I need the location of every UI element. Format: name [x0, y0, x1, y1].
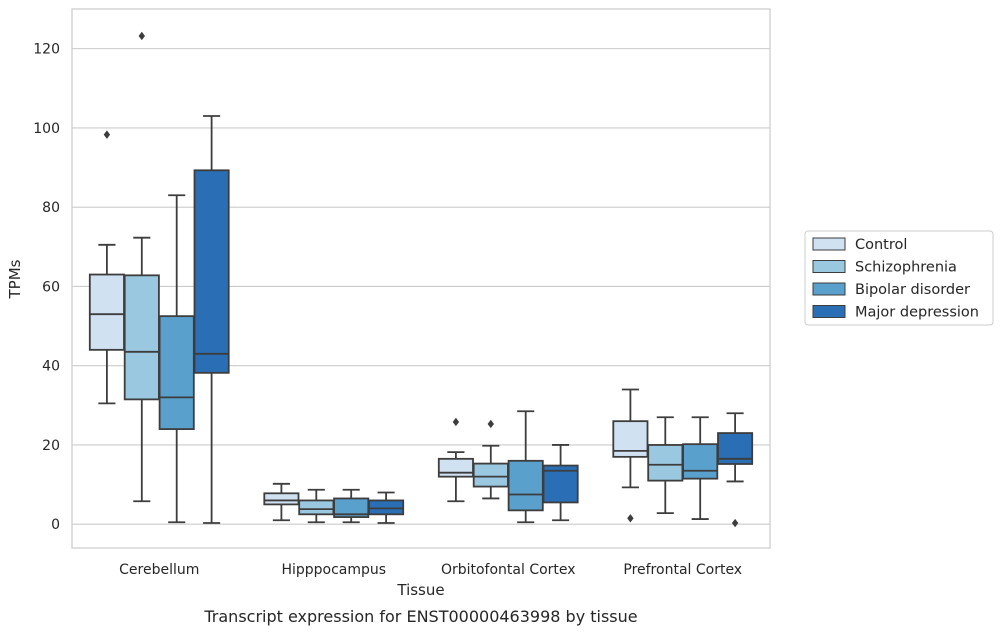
- series-major-depression: [193, 115, 754, 528]
- box-plot: [507, 410, 544, 524]
- box-plot: [717, 412, 754, 528]
- legend-label: Major depression: [855, 305, 979, 321]
- y-tick-label: 40: [42, 359, 60, 375]
- box-plot: [88, 130, 125, 405]
- x-tick-label: Hipppocampus: [281, 562, 386, 578]
- box-iqr: [507, 459, 544, 512]
- box-plot: [472, 419, 509, 500]
- series-control: [88, 130, 649, 523]
- y-tick-label: 80: [42, 200, 60, 216]
- box-plot: [333, 488, 370, 524]
- y-tick-label: 20: [42, 438, 60, 454]
- box-iqr: [298, 499, 335, 516]
- legend-label: Control: [855, 237, 907, 253]
- legend-swatch: [812, 305, 846, 318]
- box-plot: [612, 388, 649, 523]
- legend-swatch: [812, 237, 846, 251]
- outlier-marker: [487, 419, 494, 429]
- box-plot: [298, 488, 335, 524]
- box-iqr: [437, 457, 474, 478]
- box-plot: [193, 115, 230, 524]
- x-axis-ticks: Cerebellum Hipppocampus Orbitofontal Corte…: [119, 562, 742, 578]
- legend-item: Major depression: [812, 305, 979, 321]
- box-iqr: [193, 169, 230, 374]
- y-tick-label: 100: [33, 121, 60, 137]
- outlier-marker: [627, 514, 634, 523]
- legend-label: Bipolar disorder: [855, 282, 970, 298]
- box-iqr: [647, 444, 684, 482]
- box-iqr: [542, 464, 579, 504]
- box-iqr: [123, 274, 160, 401]
- box-iqr: [682, 443, 719, 480]
- box-iqr: [368, 499, 405, 516]
- box-plot: [158, 194, 195, 524]
- legend-frame: [804, 230, 994, 326]
- y-tick-label: 60: [42, 279, 60, 295]
- legend-label: Schizophrenia: [855, 260, 957, 276]
- legend-item: Schizophrenia: [812, 260, 957, 276]
- y-axis-label: TPMs: [6, 259, 24, 299]
- box-plot-series: [88, 31, 754, 528]
- box-plot: [263, 482, 300, 522]
- x-axis-label: Tissue: [396, 581, 444, 599]
- box-plot: [437, 417, 474, 503]
- x-tick-label: Cerebellum: [119, 562, 199, 578]
- outlier-marker: [731, 518, 739, 528]
- x-tick-label: Orbitofontal Cortex: [441, 562, 576, 578]
- y-tick-label: 0: [51, 517, 60, 533]
- box-plot: [368, 491, 405, 524]
- outlier-marker: [103, 130, 111, 139]
- box-plot: [542, 444, 579, 522]
- plot-area-frame: [71, 8, 771, 549]
- legend-item: Bipolar disorder: [812, 282, 970, 298]
- box-iqr: [263, 492, 300, 506]
- outlier-marker: [138, 31, 145, 41]
- outlier-marker: [452, 417, 460, 427]
- y-axis-ticks: 0 20 40 60 80 100 120: [33, 42, 60, 534]
- chart-caption: Transcript expression for ENST0000046399…: [203, 607, 637, 626]
- box-iqr: [88, 273, 125, 351]
- y-tick-label: 120: [33, 42, 60, 58]
- legend-swatch: [812, 282, 846, 296]
- box-plot: [682, 416, 719, 520]
- box-plot: [647, 416, 684, 515]
- box-plot: [123, 31, 160, 503]
- legend-swatch: [812, 260, 846, 273]
- legend: Control Schizophrenia Bipolar disorder Majo…: [804, 230, 994, 326]
- legend-item: Control: [812, 237, 907, 253]
- box-iqr: [472, 462, 509, 488]
- series-schizophrenia: [123, 31, 684, 524]
- x-tick-label: Prefrontal Cortex: [623, 562, 742, 578]
- box-iqr: [158, 315, 195, 431]
- series-bipolar-disorder: [158, 194, 719, 524]
